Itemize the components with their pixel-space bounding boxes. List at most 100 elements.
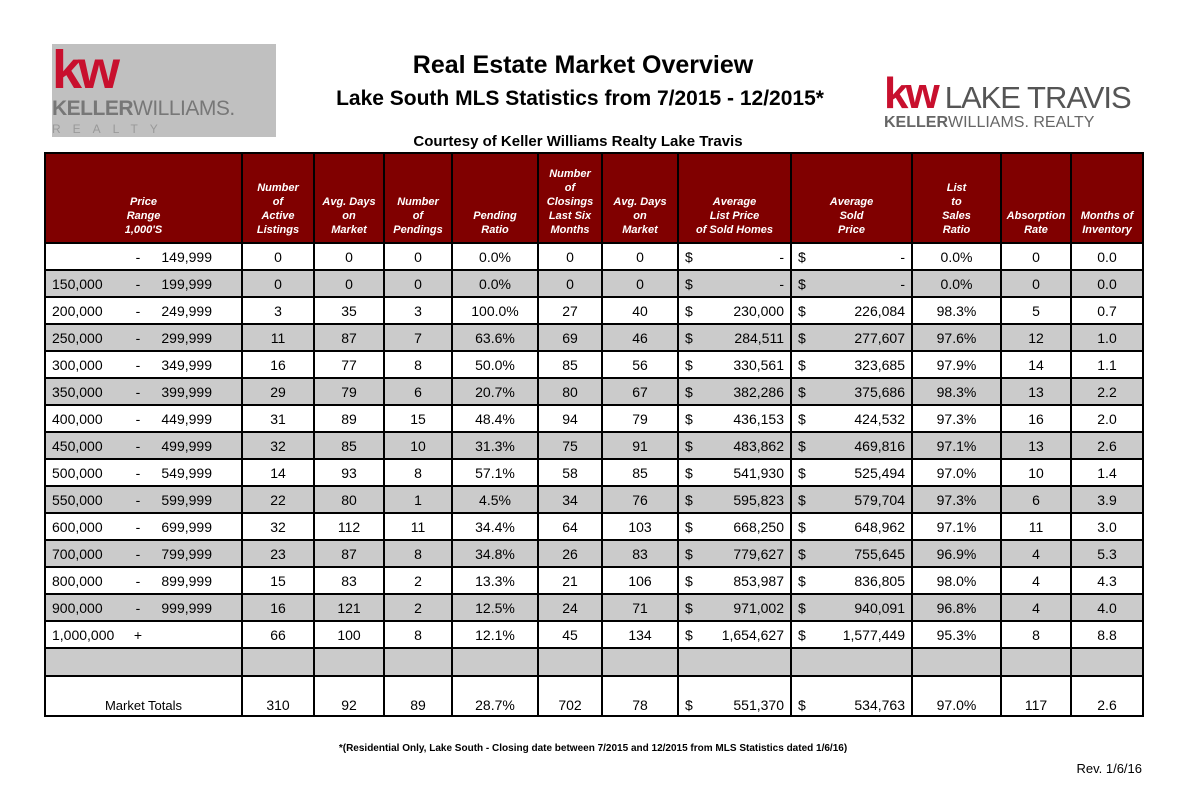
table-row: 350,000-399,999 29 79 6 20.7% 80 67 $382,286 $37… (44, 377, 1144, 406)
money-wrap: $230,000 (685, 303, 784, 319)
money-cell: $ - (677, 269, 792, 298)
range-low: 700,000 (52, 545, 103, 562)
table-cell: 0.0% (911, 242, 1002, 271)
table-cell: 97.0% (911, 458, 1002, 487)
table-cell: 6 (1000, 485, 1072, 514)
table-cell: 12.5% (451, 593, 539, 622)
currency-symbol: $ (685, 464, 693, 481)
amount: 382,286 (733, 383, 784, 400)
table-cell: 3.0 (1070, 512, 1144, 541)
table-cell: 14 (1000, 350, 1072, 379)
amount: 483,862 (733, 437, 784, 454)
money-cell: $668,250 (677, 512, 792, 541)
currency-symbol: $ (798, 518, 806, 535)
table-cell: 0 (537, 269, 603, 298)
table-cell: 2 (383, 593, 453, 622)
amount: 1,654,627 (721, 626, 784, 643)
table-cell: 89 (313, 404, 385, 433)
range-sep: - (135, 572, 141, 589)
table-cell: 0.0 (1070, 269, 1144, 298)
table-cell: 78 (601, 675, 679, 717)
amount: 541,930 (733, 464, 784, 481)
amount: 226,084 (854, 302, 905, 319)
amount: 551,370 (733, 697, 784, 713)
money-cell: $ - (790, 269, 913, 298)
money-cell: $ - (677, 242, 792, 271)
amount: 284,511 (734, 329, 784, 346)
money-wrap: $755,645 (798, 546, 905, 562)
money-cell: $595,823 (677, 485, 792, 514)
table-row: 400,000-449,999 31 89 15 48.4% 94 79 $436,153 $4… (44, 404, 1144, 433)
money-wrap: $ - (798, 276, 905, 292)
money-cell: $755,645 (790, 539, 913, 568)
range-sep: - (135, 383, 141, 400)
money-wrap: $436,153 (685, 411, 784, 427)
range-high: 249,999 (161, 302, 212, 319)
currency-symbol: $ (685, 410, 693, 427)
amount: 779,627 (733, 545, 784, 562)
revision-date: Rev. 1/6/16 (1076, 761, 1142, 776)
column-header: Avg. Days on Market (601, 152, 679, 244)
table-cell: 93 (313, 458, 385, 487)
column-header: Average Sold Price (790, 152, 913, 244)
totals-row: Market Totals 310 92 89 28.7% 702 78 $551,370 $5… (44, 675, 1144, 717)
currency-symbol: $ (798, 572, 806, 589)
table-cell: 4.5% (451, 485, 539, 514)
table-cell: 66 (241, 620, 315, 649)
money-cell: $277,607 (790, 323, 913, 352)
money-cell: $534,763 (790, 675, 913, 717)
amount: - (900, 248, 905, 265)
table-cell: 94 (537, 404, 603, 433)
currency-symbol: $ (685, 248, 693, 265)
price-range: 700,000 - 799,999 (44, 539, 243, 568)
currency-symbol: $ (685, 275, 693, 292)
column-header: Pending Ratio (451, 152, 539, 244)
table-cell: 2.2 (1070, 377, 1144, 406)
table-cell: 97.1% (911, 431, 1002, 460)
amount: 971,002 (733, 599, 784, 616)
money-cell: $648,962 (790, 512, 913, 541)
spacer-row (44, 647, 1144, 677)
table-cell: 67 (601, 377, 679, 406)
table-cell: 97.9% (911, 350, 1002, 379)
table-cell: 103 (601, 512, 679, 541)
table-cell: 16 (241, 350, 315, 379)
table-row: 500,000-549,999 14 93 8 57.1% 58 85 $541,930 $52… (44, 458, 1144, 487)
money-wrap: $ - (685, 276, 784, 292)
table-cell: 34 (537, 485, 603, 514)
currency-symbol: $ (798, 437, 806, 454)
money-wrap: $940,091 (798, 600, 905, 616)
price-range: 200,000 - 249,999 (44, 296, 243, 325)
table-cell: 13 (1000, 377, 1072, 406)
amount: 1,577,449 (842, 626, 905, 643)
table-cell: 0.0% (911, 269, 1002, 298)
currency-symbol: $ (685, 518, 693, 535)
table-cell: 15 (383, 404, 453, 433)
money-wrap: $323,685 (798, 357, 905, 373)
amount: 230,000 (733, 302, 784, 319)
table-cell: 91 (601, 431, 679, 460)
empty-cell (537, 647, 603, 677)
table-cell: 4 (1000, 593, 1072, 622)
amount: 853,987 (733, 572, 784, 589)
table-cell: 0 (383, 242, 453, 271)
range-high: 399,999 (161, 383, 212, 400)
table-cell: 12.1% (451, 620, 539, 649)
table-row: 700,000-799,999 23 87 8 34.8% 26 83 $779,627 $75… (44, 539, 1144, 568)
table-cell: 2.6 (1070, 675, 1144, 717)
table-cell: 77 (313, 350, 385, 379)
price-range: 400,000 - 449,999 (44, 404, 243, 433)
table-cell: 96.9% (911, 539, 1002, 568)
table-cell: 0 (537, 242, 603, 271)
amount: 277,607 (854, 329, 905, 346)
range-sep: - (135, 275, 141, 292)
table-cell: 4 (1000, 539, 1072, 568)
range-high: 149,999 (161, 248, 212, 265)
column-header: Number of Closings Last Six Months (537, 152, 603, 244)
table-cell: 100 (313, 620, 385, 649)
currency-symbol: $ (798, 697, 806, 713)
currency-symbol: $ (798, 410, 806, 427)
table-cell: 92 (313, 675, 385, 717)
table-row: 550,000-599,999 22 80 1 4.5% 34 76 $595,823 $579… (44, 485, 1144, 514)
table-cell: 117 (1000, 675, 1072, 717)
